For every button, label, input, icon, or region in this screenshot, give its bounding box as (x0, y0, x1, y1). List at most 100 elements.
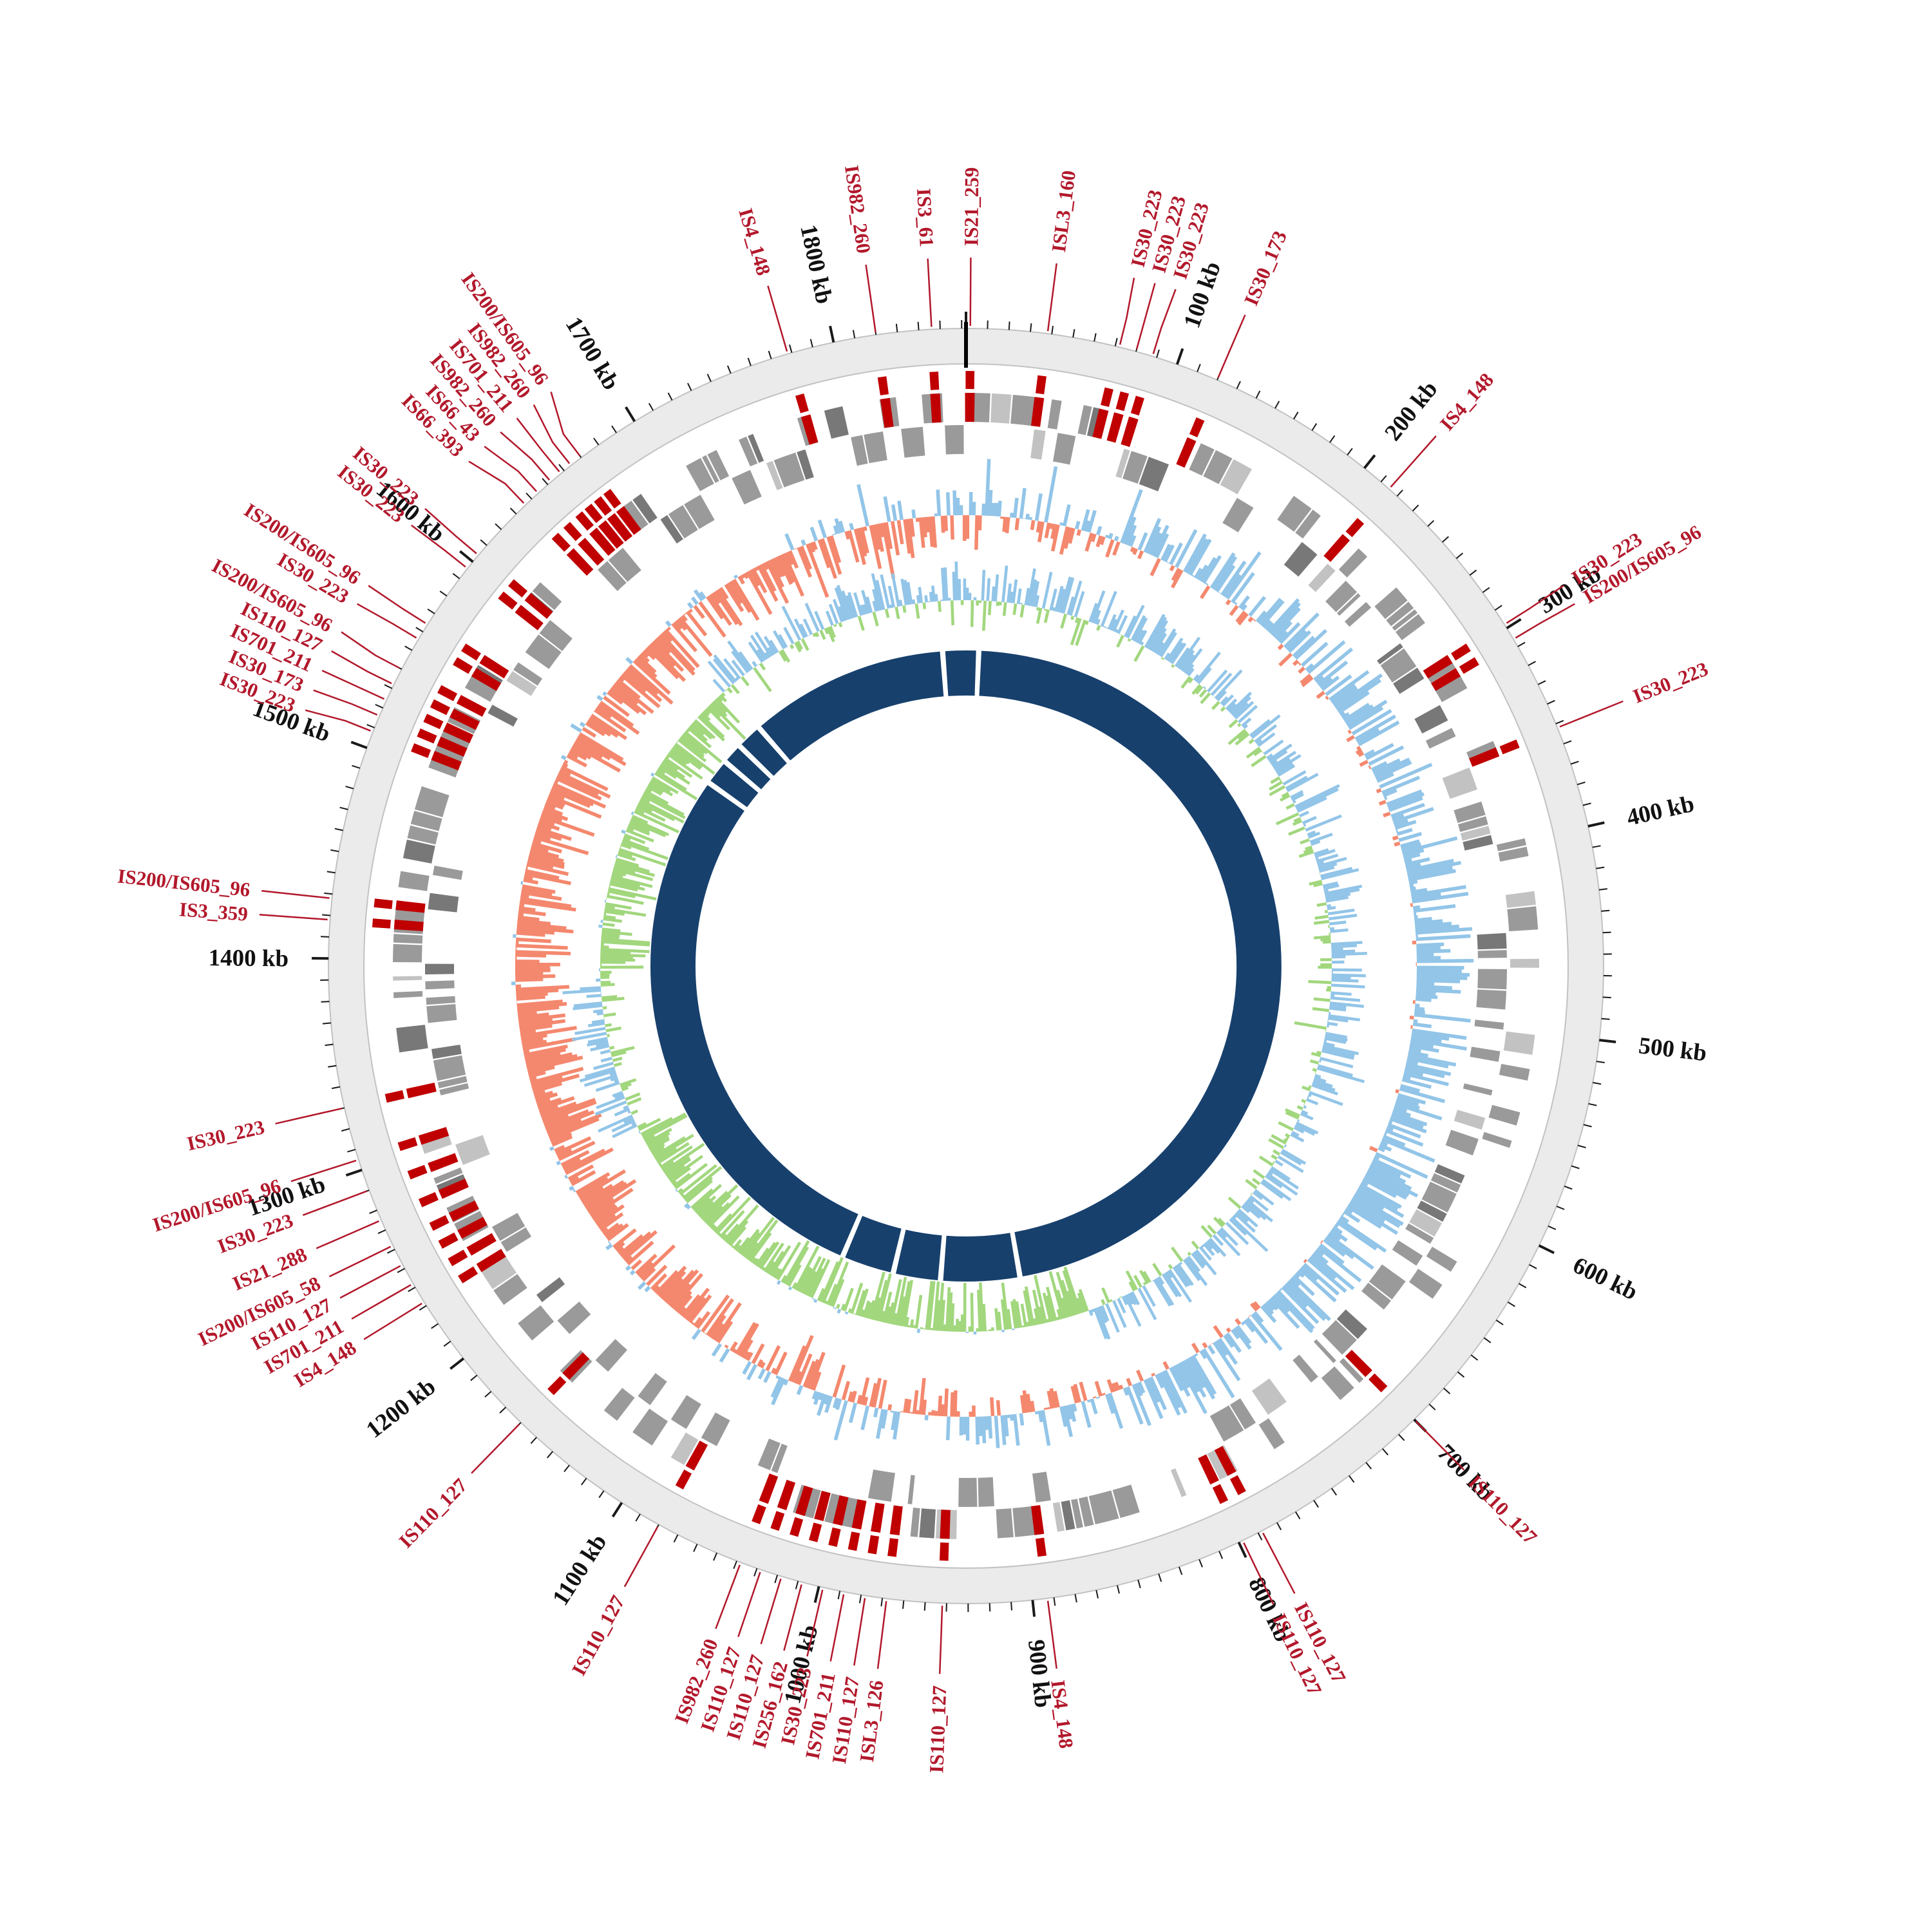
hist2-bin (1026, 1321, 1030, 1327)
hist2-bin (1329, 1004, 1347, 1009)
gene-block (433, 1167, 463, 1184)
hist2-bin (1331, 968, 1362, 972)
hist1-bin (644, 1285, 651, 1293)
hist1-bin (1099, 536, 1106, 545)
gene-block (1222, 498, 1254, 533)
hist1-bin (1416, 952, 1434, 957)
hist1-bin (1258, 598, 1282, 625)
hist1-bin (531, 1074, 580, 1091)
hist1-bin (1416, 945, 1441, 951)
hist1-bin (762, 562, 770, 571)
hist2-bin (1116, 634, 1124, 648)
hist1-bin (1262, 619, 1272, 629)
hist2-bin (790, 644, 795, 650)
hist1-bin (1075, 520, 1081, 530)
hist2-bin (604, 909, 625, 916)
minor-tick (427, 608, 435, 614)
hist1-bin (1059, 526, 1070, 555)
hist1-bin (678, 1306, 687, 1316)
hist2-bin (661, 1160, 674, 1171)
hist2-bin (895, 606, 900, 620)
hist1-bin (667, 627, 671, 631)
minor-tick (1495, 1319, 1504, 1325)
hist1-bin (590, 1188, 634, 1218)
hist2-bin (813, 1299, 818, 1303)
hist2-bin (1227, 1197, 1242, 1209)
hist2-bin (665, 1157, 692, 1177)
hist1-bin (838, 520, 846, 533)
hist1-bin (1392, 813, 1405, 821)
hist2-bin (1225, 698, 1238, 710)
hist2-bin (614, 862, 656, 877)
is-gene-mark (1423, 655, 1453, 679)
hist2-bin (611, 1119, 636, 1133)
hist1-bin (1329, 670, 1370, 701)
hist2-bin (741, 1231, 761, 1256)
hist2-bin (734, 676, 739, 681)
is-label-leader (316, 1220, 379, 1249)
hist1-bin (1362, 1177, 1397, 1198)
hist2-bin (769, 639, 779, 654)
hist1-bin (906, 1399, 912, 1414)
is-gene-mark (1092, 408, 1109, 439)
hist1-bin (1381, 775, 1421, 795)
hist1-bin (632, 659, 671, 695)
hist1-bin (538, 820, 560, 831)
hist2-bin (800, 638, 810, 651)
hist2-bin (1281, 1148, 1307, 1165)
gene-block (1061, 1500, 1075, 1531)
hist2-bin (1130, 1291, 1140, 1305)
hist1-bin (735, 1321, 757, 1355)
is-label-leader (1515, 603, 1576, 639)
hist1-bin (1383, 1134, 1406, 1147)
hist2-bin (1105, 627, 1108, 629)
hist1-bin (622, 671, 647, 693)
hist2-bin (1023, 1290, 1032, 1327)
hist1-bin (1358, 751, 1365, 757)
hist1-bin (1086, 1399, 1092, 1403)
hist2-bin (587, 1021, 605, 1028)
hist2-bin (649, 1137, 670, 1151)
hist2-bin (610, 1046, 635, 1055)
hist1-bin (541, 811, 563, 822)
hist1-bin (1408, 869, 1456, 882)
hist1-bin (664, 1269, 695, 1303)
hist1-bin (1209, 552, 1236, 589)
hist2-bin (614, 1107, 630, 1117)
hist2-bin (1002, 602, 1007, 616)
hist2-bin (880, 574, 891, 609)
hist2-bin (704, 708, 711, 715)
hist2-bin (1066, 1291, 1077, 1316)
hist1-bin (590, 714, 628, 741)
is-gene-mark (800, 414, 819, 445)
hist2-bin (1312, 1079, 1333, 1088)
gene-block (1139, 457, 1169, 491)
hist1-bin (1414, 1009, 1425, 1015)
hist2-bin (621, 829, 627, 834)
hist2-bin (1274, 1159, 1283, 1167)
gene-block (1474, 1019, 1504, 1030)
hist2-bin (832, 598, 844, 623)
hist1-bin (975, 1416, 980, 1445)
hist2-bin (998, 601, 1002, 606)
hist2-bin (1124, 615, 1137, 638)
hist1-bin (529, 850, 564, 863)
hist2-bin (1012, 603, 1018, 615)
hist1-bin (802, 1360, 816, 1388)
minor-tick (397, 1267, 405, 1273)
gene-block (1032, 1472, 1051, 1502)
hist2-bin (1318, 862, 1338, 871)
hist1-bin (1170, 569, 1184, 589)
hist2-bin (1331, 943, 1358, 949)
is-gene-mark (759, 1473, 779, 1504)
hist1-bin (518, 906, 536, 912)
is-gene-mark (479, 655, 509, 679)
hist1-bin (641, 1267, 656, 1282)
gene-block (1229, 1398, 1256, 1430)
hist1-bin (1309, 1255, 1337, 1280)
hist2-bin (1061, 577, 1075, 614)
gene-block (1258, 1418, 1285, 1450)
hist2-bin (650, 778, 672, 793)
hist2-bin (1309, 1090, 1343, 1106)
hist1-bin (1118, 1384, 1124, 1390)
